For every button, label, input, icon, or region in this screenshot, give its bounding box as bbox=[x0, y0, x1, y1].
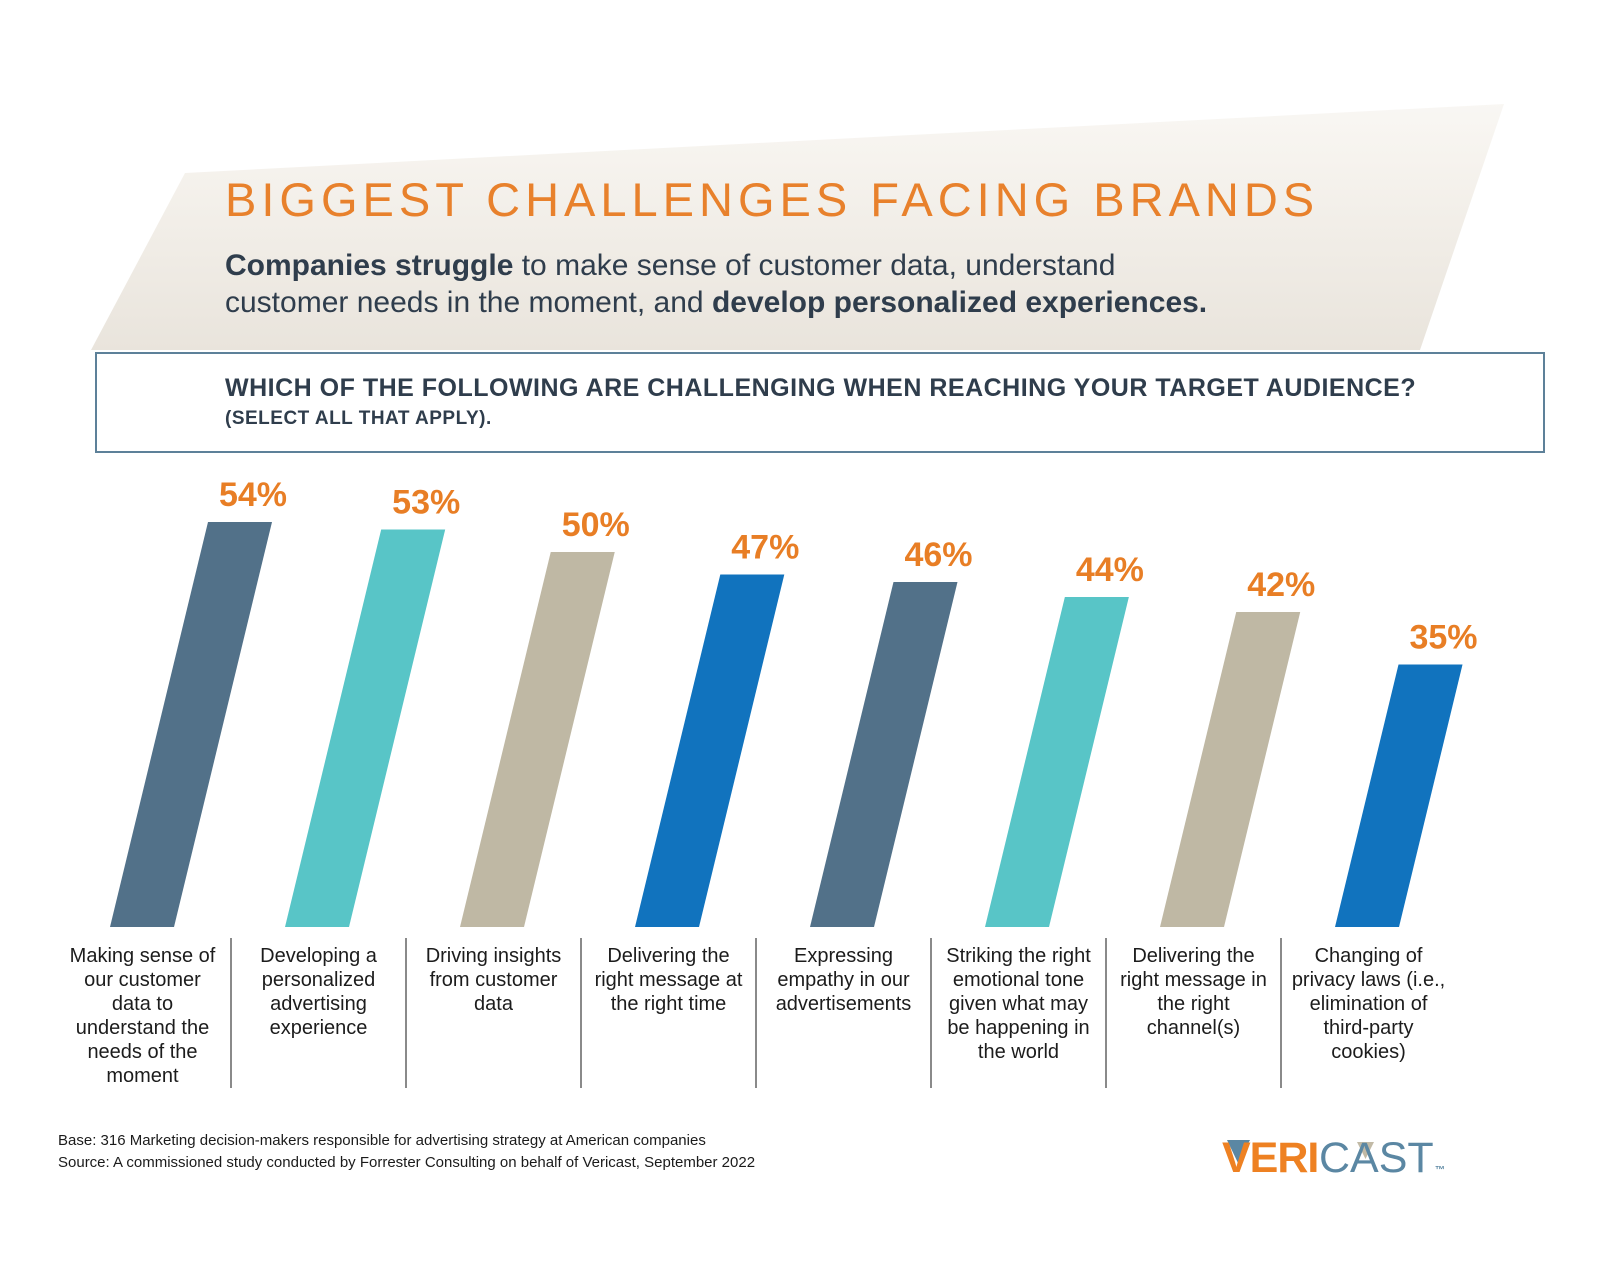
value-label-4: 47% bbox=[731, 529, 799, 567]
bar-4 bbox=[635, 574, 785, 927]
subtitle-line-2: customer needs in the moment, and develo… bbox=[225, 284, 1207, 321]
question-line-1: WHICH OF THE FOLLOWING ARE CHALLENGING W… bbox=[225, 374, 1417, 402]
logo-trademark: ™ bbox=[1435, 1165, 1445, 1176]
category-label-text: Delivering the right message at the right … bbox=[594, 945, 743, 1015]
value-label-3: 50% bbox=[562, 506, 630, 544]
logo-v-triangle bbox=[1227, 1140, 1250, 1163]
logo-a-triangle bbox=[1357, 1142, 1374, 1159]
vericast-logo: VERI CAST ™ bbox=[1222, 1134, 1445, 1182]
footnote: Base: 316 Marketing decision-makers resp… bbox=[58, 1130, 755, 1174]
category-label-text: Developing a personalized advertising exper… bbox=[260, 945, 377, 1039]
value-label-1: 54% bbox=[219, 476, 287, 514]
value-label-8: 35% bbox=[1409, 619, 1477, 657]
bar-8 bbox=[1335, 664, 1463, 927]
header-subtitle: Companies struggle to make sense of cust… bbox=[225, 247, 1207, 321]
bar-5 bbox=[810, 582, 958, 927]
bar-1 bbox=[110, 522, 273, 927]
category-label-3: Driving insights from customer data bbox=[405, 938, 580, 1088]
bar-7 bbox=[1160, 612, 1301, 927]
category-label-text: Driving insights from customer data bbox=[425, 945, 562, 1015]
category-label-text: Delivering the right message in the right c… bbox=[1120, 945, 1267, 1039]
page-title: BIGGEST CHALLENGES FACING BRANDS bbox=[225, 173, 1320, 226]
footnote-base: Base: 316 Marketing decision-makers resp… bbox=[58, 1132, 706, 1149]
category-label-text: Striking the right emotional tone given wh… bbox=[946, 945, 1091, 1063]
footnote-source: Source: A commissioned study conducted b… bbox=[58, 1154, 756, 1171]
logo-cast-text: CAST bbox=[1319, 1134, 1434, 1182]
value-label-7: 42% bbox=[1247, 566, 1315, 604]
logo-veri-text: VERI bbox=[1222, 1134, 1318, 1182]
bar-3 bbox=[460, 552, 615, 927]
bar-chart: 54% 53% 50% 47% 46% 44% 42% 35% bbox=[110, 476, 1478, 927]
category-label-text: Changing of privacy laws (i.e., eliminatio… bbox=[1291, 945, 1446, 1063]
category-label-7: Delivering the right message in the right c… bbox=[1105, 938, 1280, 1088]
category-label-2: Developing a personalized advertising exper… bbox=[230, 938, 405, 1088]
value-label-2: 53% bbox=[392, 484, 460, 522]
value-label-5: 46% bbox=[904, 536, 972, 574]
category-label-1: Making sense of our customer data to unders… bbox=[55, 938, 230, 1088]
subtitle-rest-2: customer needs in the moment, and bbox=[225, 286, 712, 319]
bar-6 bbox=[985, 597, 1129, 927]
category-label-5: Expressing empathy in our advertisements bbox=[755, 938, 930, 1088]
subtitle-line-1: Companies struggle to make sense of cust… bbox=[225, 247, 1207, 284]
category-label-text: Expressing empathy in our advertisements bbox=[775, 945, 912, 1015]
bar-2 bbox=[285, 529, 446, 927]
subtitle-bold-1: Companies struggle bbox=[225, 249, 514, 282]
category-label-4: Delivering the right message at the right … bbox=[580, 938, 755, 1088]
subtitle-rest-1: to make sense of customer data, understa… bbox=[513, 249, 1116, 282]
category-label-8: Changing of privacy laws (i.e., eliminatio… bbox=[1280, 938, 1455, 1088]
subtitle-bold-2: develop personalized experiences. bbox=[711, 286, 1208, 319]
category-labels: Making sense of our customer data to unders… bbox=[55, 938, 1455, 1088]
question-box: WHICH OF THE FOLLOWING ARE CHALLENGING W… bbox=[95, 352, 1545, 453]
question-line-2: (SELECT ALL THAT APPLY). bbox=[225, 408, 492, 429]
category-label-6: Striking the right emotional tone given wh… bbox=[930, 938, 1105, 1088]
category-label-text: Making sense of our customer data to unders… bbox=[69, 945, 216, 1087]
value-label-6: 44% bbox=[1076, 551, 1144, 589]
